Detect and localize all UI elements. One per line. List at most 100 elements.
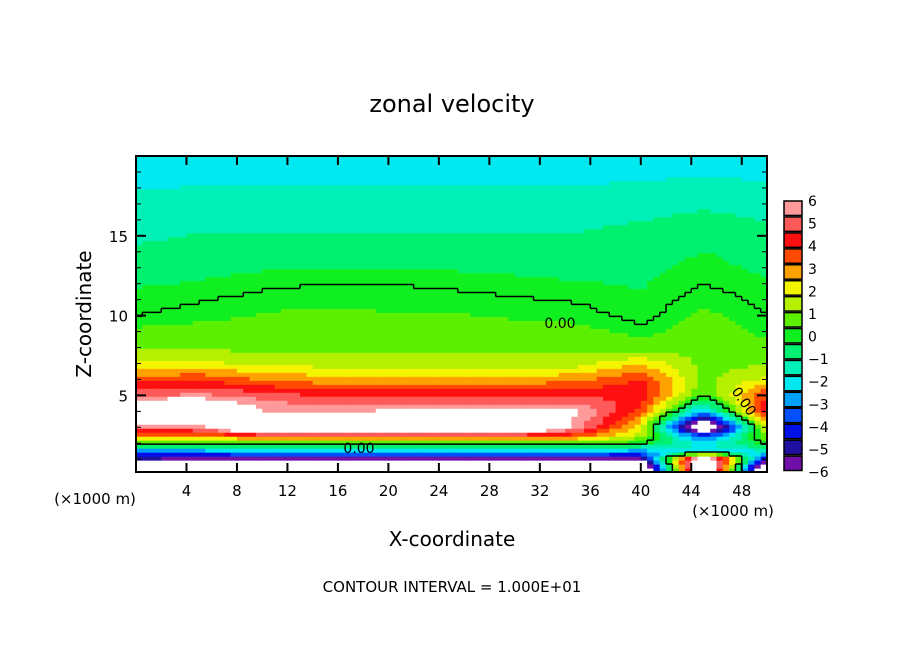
heatmap-cell [754, 456, 762, 461]
heatmap-cell [457, 456, 465, 461]
heatmap-cell [470, 448, 478, 453]
heatmap-cell [489, 356, 497, 361]
heatmap-cell [218, 380, 225, 385]
heatmap-cell [666, 456, 673, 461]
heatmap-cell [350, 364, 358, 369]
heatmap-cell [426, 276, 434, 282]
heatmap-cell [691, 456, 699, 461]
heatmap-cell [684, 276, 692, 282]
heatmap-cell [666, 468, 673, 473]
heatmap-cell [388, 432, 396, 437]
heatmap-cell [136, 416, 143, 421]
heatmap-cell [666, 340, 673, 345]
heatmap-cell [192, 464, 200, 469]
heatmap-cell [255, 364, 263, 369]
heatmap-cell [735, 344, 743, 349]
heatmap-cell [546, 448, 554, 453]
heatmap-cell [533, 276, 541, 282]
heatmap-cell [571, 316, 579, 321]
heatmap-cell [318, 356, 326, 361]
heatmap-cell [754, 408, 762, 413]
heatmap-cell [173, 432, 181, 437]
heatmap-cell [438, 348, 446, 353]
heatmap-cell [300, 396, 307, 401]
heatmap-cell [457, 344, 465, 349]
heatmap-cell [571, 380, 579, 385]
heatmap-cell [438, 316, 446, 321]
heatmap-cell [457, 436, 465, 441]
heatmap-cell [735, 448, 743, 453]
heatmap-cell [590, 468, 598, 473]
heatmap-cell [710, 284, 718, 290]
heatmap-cell [218, 444, 225, 449]
heatmap-cell [640, 416, 648, 421]
heatmap-cell [401, 448, 408, 453]
heatmap-cell [445, 332, 453, 337]
heatmap-cell [438, 376, 446, 381]
heatmap-cell [438, 372, 446, 377]
heatmap-cell [634, 380, 642, 385]
heatmap-cell [318, 408, 326, 413]
heatmap-cell [205, 336, 213, 341]
heatmap-cell [293, 316, 301, 321]
heatmap-cell [413, 428, 421, 433]
heatmap-cell [293, 296, 301, 302]
heatmap-cell [230, 356, 238, 361]
heatmap-cell [684, 400, 692, 405]
heatmap-cell [558, 288, 566, 294]
heatmap-cell [520, 384, 528, 389]
heatmap-cell [167, 448, 175, 453]
heatmap-cell [363, 400, 371, 405]
heatmap-cell [672, 444, 680, 449]
heatmap-cell [407, 356, 415, 361]
heatmap-cell [552, 296, 560, 302]
heatmap-cell [344, 332, 352, 337]
heatmap-cell [533, 432, 541, 437]
heatmap-cell [653, 296, 661, 302]
heatmap-cell [514, 276, 522, 282]
heatmap-cell [438, 272, 446, 278]
heatmap-cell [628, 396, 636, 401]
heatmap-cell [432, 284, 440, 290]
heatmap-cell [173, 308, 181, 313]
heatmap-cell [369, 376, 377, 381]
heatmap-cell [148, 372, 156, 377]
heatmap-cell [161, 408, 169, 413]
heatmap-cell [558, 280, 566, 286]
heatmap-cell [413, 320, 421, 325]
heatmap-cell [722, 320, 730, 325]
heatmap-cell [691, 412, 699, 417]
heatmap-cell [262, 372, 270, 377]
heatmap-cell [634, 344, 642, 349]
heatmap-cell [262, 416, 270, 421]
heatmap-cell [451, 340, 459, 345]
heatmap-cell [741, 364, 749, 369]
heatmap-cell [249, 416, 257, 421]
heatmap-cell [199, 432, 207, 437]
heatmap-cell [691, 460, 699, 465]
heatmap-cell [312, 456, 320, 461]
heatmap-cell [236, 304, 244, 310]
heatmap-cell [703, 404, 711, 409]
heatmap-cell [584, 392, 591, 397]
heatmap-cell [596, 468, 604, 473]
heatmap-cell [211, 344, 219, 349]
heatmap-cell [602, 392, 610, 397]
heatmap-cell [666, 380, 673, 385]
heatmap-cell [615, 324, 623, 329]
heatmap-cell [609, 440, 617, 445]
heatmap-cell [457, 404, 465, 409]
heatmap-cell [489, 436, 497, 441]
heatmap-cell [325, 432, 333, 437]
heatmap-cell [760, 352, 768, 357]
heatmap-cell [199, 288, 207, 294]
heatmap-cell [218, 328, 225, 333]
heatmap-cell [539, 428, 547, 433]
heatmap-cell [419, 404, 427, 409]
heatmap-cell [558, 304, 566, 310]
heatmap-cell [445, 320, 453, 325]
heatmap-cell [584, 272, 591, 278]
heatmap-cell [558, 296, 566, 302]
heatmap-cell [388, 424, 396, 429]
heatmap-cell [514, 312, 522, 317]
